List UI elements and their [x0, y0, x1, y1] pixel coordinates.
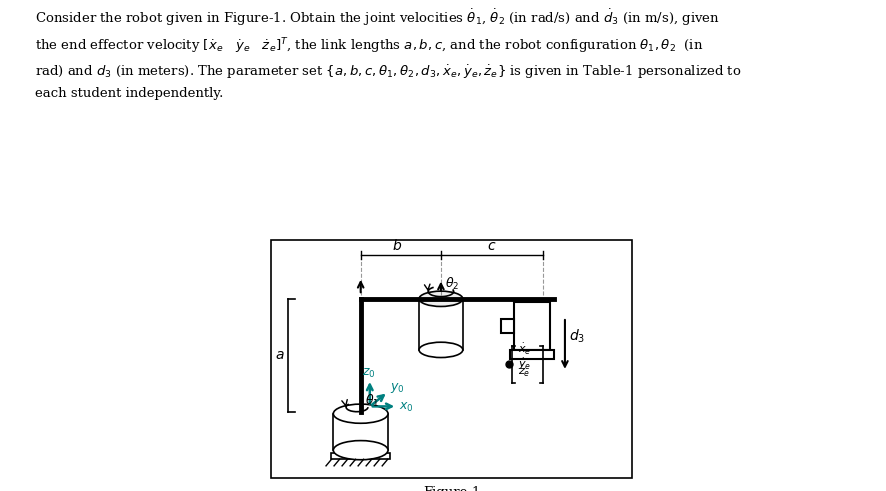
Text: $\dot{x}_e$: $\dot{x}_e$ [517, 342, 531, 357]
Text: $z_0$: $z_0$ [362, 366, 376, 380]
Text: Consider the robot given in Figure-1. Obtain the joint velocities $\dot{\theta}_: Consider the robot given in Figure-1. Ob… [35, 7, 742, 100]
FancyBboxPatch shape [514, 302, 550, 350]
FancyBboxPatch shape [510, 350, 554, 359]
FancyBboxPatch shape [333, 414, 388, 450]
Text: $\dot{y}_e$: $\dot{y}_e$ [517, 357, 531, 372]
Text: $x_0$: $x_0$ [399, 401, 414, 414]
Text: $\dot{z}_e$: $\dot{z}_e$ [517, 364, 530, 379]
Text: $b$: $b$ [392, 238, 402, 252]
Text: $a$: $a$ [275, 348, 284, 362]
Text: $\theta_2$: $\theta_2$ [445, 276, 459, 292]
Bar [331, 453, 390, 459]
Ellipse shape [419, 342, 462, 357]
Text: $\theta_1$: $\theta_1$ [365, 393, 379, 409]
Text: $d_3$: $d_3$ [569, 328, 585, 345]
Ellipse shape [419, 291, 462, 306]
Text: $c$: $c$ [487, 239, 497, 252]
Ellipse shape [333, 440, 388, 460]
FancyBboxPatch shape [271, 241, 633, 478]
Ellipse shape [333, 404, 388, 423]
Text: Figure-1: Figure-1 [424, 486, 480, 491]
FancyBboxPatch shape [419, 299, 462, 350]
FancyBboxPatch shape [501, 319, 514, 333]
Text: $y_0$: $y_0$ [390, 381, 405, 395]
